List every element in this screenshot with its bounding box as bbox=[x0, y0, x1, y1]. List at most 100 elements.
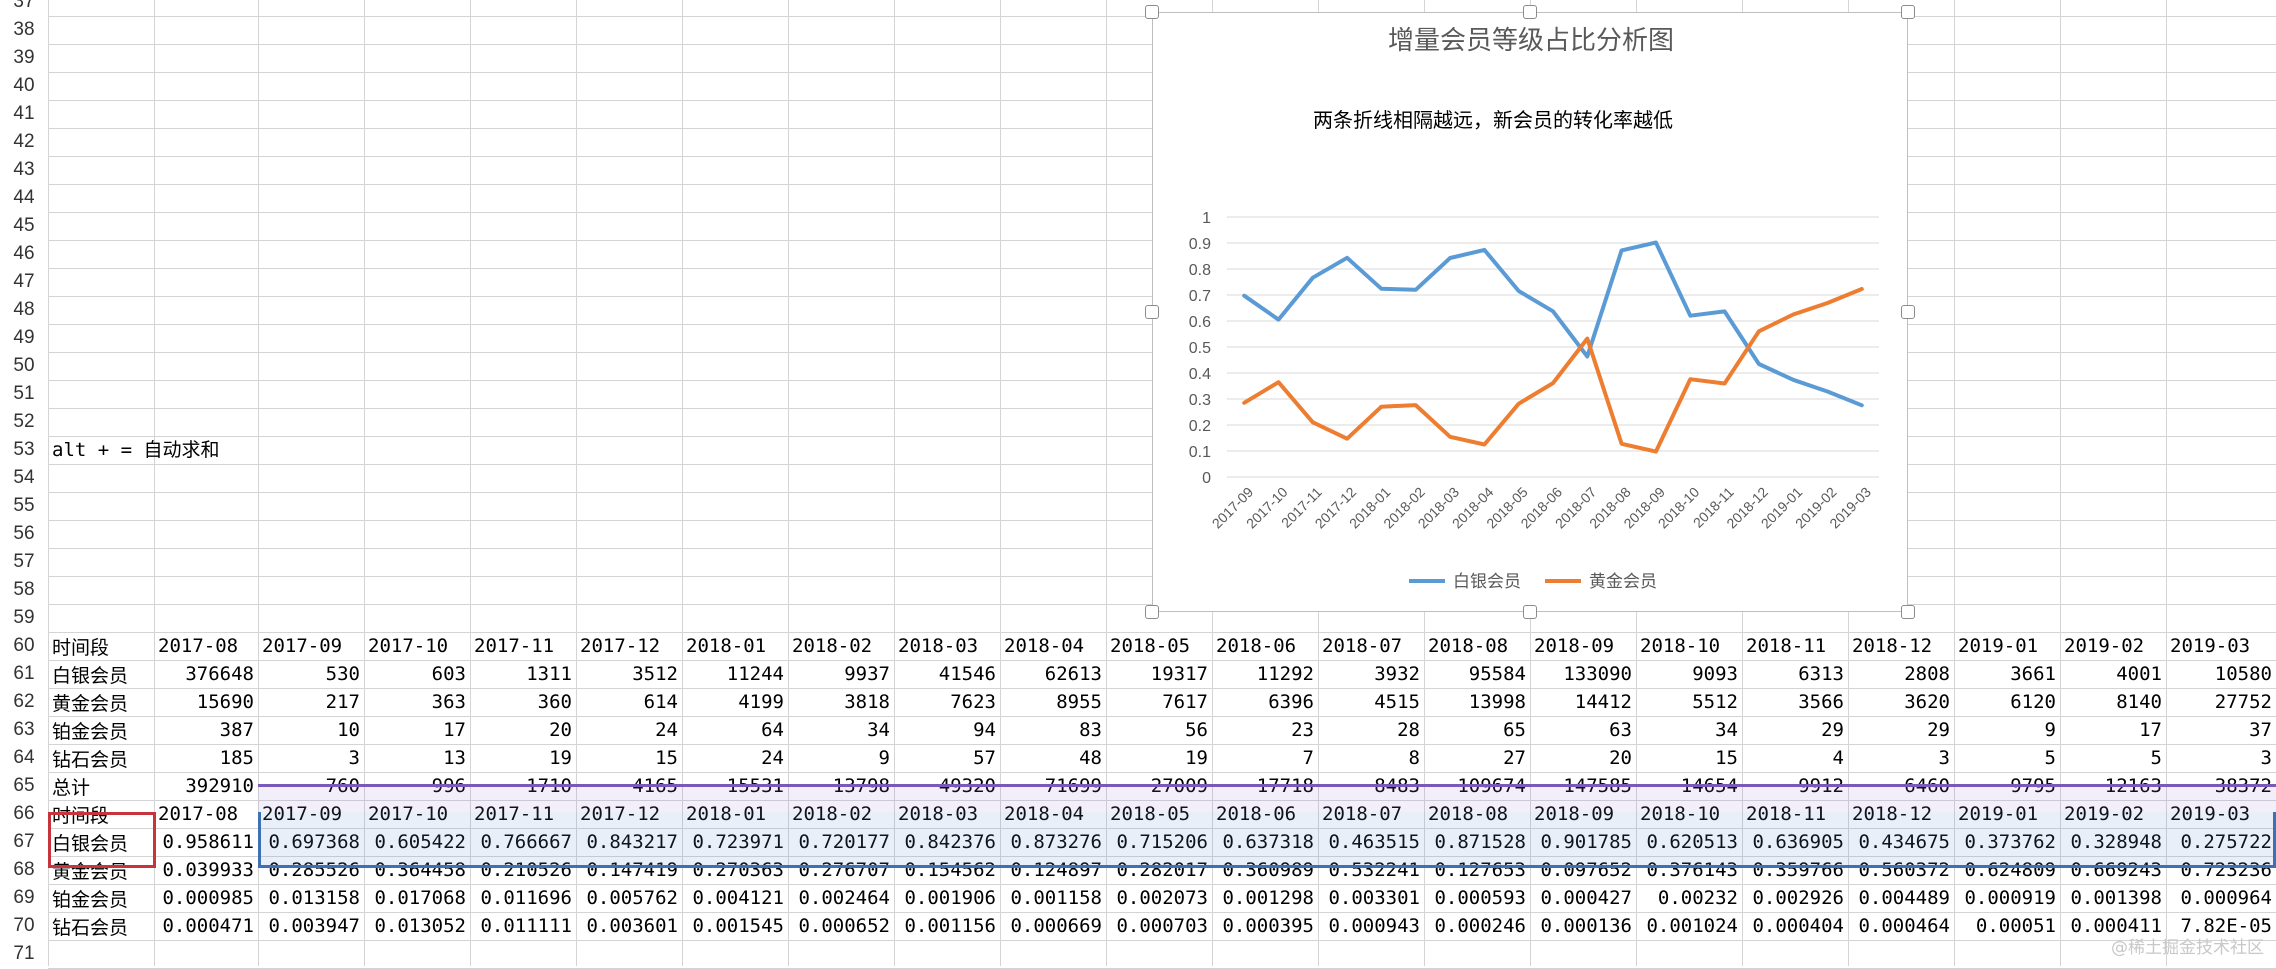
cell[interactable]: 0.000593 bbox=[1434, 887, 1526, 909]
cell[interactable]: 0.002073 bbox=[1116, 887, 1208, 909]
cell[interactable]: 2018-07 bbox=[1322, 803, 1403, 825]
cell[interactable]: 20 bbox=[1609, 747, 1632, 769]
cell[interactable]: 217 bbox=[325, 691, 360, 713]
cell[interactable]: 2017-09 bbox=[262, 803, 343, 825]
cell[interactable]: 392910 bbox=[185, 775, 254, 797]
cell[interactable]: 62613 bbox=[1044, 663, 1102, 685]
cell[interactable]: 13998 bbox=[1468, 691, 1526, 713]
cell[interactable]: 133090 bbox=[1563, 663, 1632, 685]
cell[interactable]: 0.039933 bbox=[162, 859, 254, 881]
cell[interactable]: 0.000943 bbox=[1328, 915, 1420, 937]
cell[interactable]: 363 bbox=[431, 691, 466, 713]
cell[interactable]: 0.000471 bbox=[162, 915, 254, 937]
cell[interactable]: 2017-12 bbox=[580, 635, 661, 657]
cell[interactable]: 3932 bbox=[1374, 663, 1420, 685]
row-header[interactable]: 49 bbox=[13, 327, 35, 348]
cell[interactable]: 0.766667 bbox=[480, 831, 572, 853]
cell[interactable]: 2018-12 bbox=[1852, 635, 1933, 657]
cell[interactable]: 2018-04 bbox=[1004, 635, 1085, 657]
cell[interactable]: 27752 bbox=[2214, 691, 2272, 713]
cell[interactable]: 20 bbox=[549, 719, 572, 741]
chart-resize-handle[interactable] bbox=[1901, 5, 1915, 19]
cell[interactable]: 0.097652 bbox=[1540, 859, 1632, 881]
cell[interactable]: 0.001156 bbox=[904, 915, 996, 937]
cell[interactable]: 2018-02 bbox=[792, 803, 873, 825]
cell[interactable]: 15 bbox=[1715, 747, 1738, 769]
cell[interactable]: 360 bbox=[537, 691, 572, 713]
cell[interactable]: 2017-10 bbox=[368, 635, 449, 657]
cell[interactable]: 5 bbox=[2150, 747, 2162, 769]
cell[interactable]: 0.360989 bbox=[1222, 859, 1314, 881]
cell[interactable]: 13 bbox=[443, 747, 466, 769]
cell[interactable]: 0.001024 bbox=[1646, 915, 1738, 937]
cell[interactable]: 2018-08 bbox=[1428, 635, 1509, 657]
cell[interactable]: 83 bbox=[1079, 719, 1102, 741]
cell[interactable]: 24 bbox=[761, 747, 784, 769]
cell[interactable]: 钻石会员 bbox=[52, 748, 129, 771]
cell[interactable]: 0.000404 bbox=[1752, 915, 1844, 937]
cell[interactable]: 0.002926 bbox=[1752, 887, 1844, 909]
row-header[interactable]: 69 bbox=[13, 887, 35, 908]
cell[interactable]: 2017-08 bbox=[158, 803, 239, 825]
cell[interactable]: 0.000246 bbox=[1434, 915, 1526, 937]
cell[interactable]: 0.013052 bbox=[374, 915, 466, 937]
cell[interactable]: 2018-09 bbox=[1534, 635, 1615, 657]
cell[interactable]: 9 bbox=[2044, 719, 2056, 741]
cell[interactable]: 铂金会员 bbox=[52, 888, 129, 911]
row-header[interactable]: 57 bbox=[13, 551, 35, 572]
cell[interactable]: 0.000964 bbox=[2180, 887, 2272, 909]
cell[interactable]: 64 bbox=[761, 719, 784, 741]
cell[interactable]: 0.001545 bbox=[692, 915, 784, 937]
cell[interactable]: 0.003601 bbox=[586, 915, 678, 937]
cell[interactable]: 2019-03 bbox=[2170, 803, 2251, 825]
cell[interactable]: 6313 bbox=[1798, 663, 1844, 685]
cell[interactable]: 10580 bbox=[2214, 663, 2272, 685]
cell[interactable]: 3 bbox=[1938, 747, 1950, 769]
cell[interactable]: 2018-12 bbox=[1852, 803, 1933, 825]
cell[interactable]: 2018-07 bbox=[1322, 635, 1403, 657]
cell[interactable]: 65 bbox=[1503, 719, 1526, 741]
chart-resize-handle[interactable] bbox=[1901, 305, 1915, 319]
cell[interactable]: 2018-03 bbox=[898, 635, 979, 657]
cell[interactable]: 2018-10 bbox=[1640, 803, 1721, 825]
cell[interactable]: 0.624809 bbox=[1964, 859, 2056, 881]
row-header[interactable]: 62 bbox=[13, 691, 35, 712]
cell[interactable]: 0.000136 bbox=[1540, 915, 1632, 937]
cell[interactable]: 0.005762 bbox=[586, 887, 678, 909]
cell[interactable]: 0.605422 bbox=[374, 831, 466, 853]
cell[interactable]: 4199 bbox=[738, 691, 784, 713]
row-header[interactable]: 61 bbox=[13, 663, 35, 684]
cell[interactable]: 0.842376 bbox=[904, 831, 996, 853]
cell[interactable]: 7623 bbox=[950, 691, 996, 713]
cell[interactable]: 0.364458 bbox=[374, 859, 466, 881]
cell[interactable]: 0.000395 bbox=[1222, 915, 1314, 937]
cell[interactable]: 0.275722 bbox=[2180, 831, 2272, 853]
row-header[interactable]: 43 bbox=[13, 159, 35, 180]
cell[interactable]: 0.373762 bbox=[1964, 831, 2056, 853]
cell[interactable]: 0.001298 bbox=[1222, 887, 1314, 909]
cell[interactable]: 0.00232 bbox=[1657, 887, 1738, 909]
chart-resize-handle[interactable] bbox=[1145, 605, 1159, 619]
cell[interactable]: 0.637318 bbox=[1222, 831, 1314, 853]
row-header[interactable]: 71 bbox=[13, 943, 35, 964]
cell[interactable]: 15 bbox=[655, 747, 678, 769]
cell[interactable]: 0.004121 bbox=[692, 887, 784, 909]
chart-resize-handle[interactable] bbox=[1523, 605, 1537, 619]
row-header[interactable]: 64 bbox=[13, 747, 35, 768]
cell[interactable]: 185 bbox=[219, 747, 254, 769]
cell[interactable]: 3661 bbox=[2010, 663, 2056, 685]
chart[interactable]: 增量会员等级占比分析图 两条折线相隔越远，新会员的转化率越低 0 0.1 0.2 0.3 0… bbox=[1145, 5, 1915, 619]
cell[interactable]: 0.463515 bbox=[1328, 831, 1420, 853]
cell[interactable]: 2017-10 bbox=[368, 803, 449, 825]
cell[interactable]: 0.359766 bbox=[1752, 859, 1844, 881]
cell[interactable]: 0.901785 bbox=[1540, 831, 1632, 853]
cell[interactable]: 17 bbox=[443, 719, 466, 741]
cell[interactable]: 0.210526 bbox=[480, 859, 572, 881]
cell[interactable]: 0.003947 bbox=[268, 915, 360, 937]
row-header[interactable]: 53 bbox=[13, 439, 35, 460]
cell[interactable]: 5512 bbox=[1692, 691, 1738, 713]
cell[interactable]: 95584 bbox=[1468, 663, 1526, 685]
cell[interactable]: 2018-11 bbox=[1746, 803, 1827, 825]
cell[interactable]: 3512 bbox=[632, 663, 678, 685]
chart-resize-handle[interactable] bbox=[1145, 305, 1159, 319]
